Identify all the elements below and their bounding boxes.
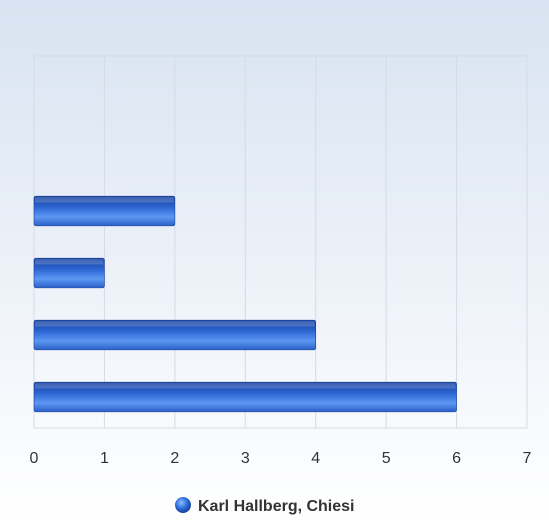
bar [33, 257, 105, 289]
bar [33, 195, 176, 227]
x-tick-label: 2 [170, 450, 179, 467]
legend-label: Karl Hallberg, Chiesi [198, 498, 355, 515]
bar-series [33, 195, 457, 413]
bar-highlight [35, 197, 174, 203]
grid-lines [103, 56, 458, 428]
bar-highlight [35, 383, 456, 389]
x-axis-ticks: 0 1 2 3 4 5 6 7 [30, 450, 532, 467]
legend: Karl Hallberg, Chiesi [175, 497, 355, 515]
x-tick-label: 5 [382, 450, 391, 467]
bar-highlight [35, 321, 315, 327]
plot-frame [33, 55, 528, 429]
x-tick-label: 3 [241, 450, 250, 467]
x-tick-label: 7 [523, 450, 532, 467]
x-tick-label: 1 [100, 450, 109, 467]
x-tick-label: 4 [311, 450, 320, 467]
bar [33, 319, 317, 351]
x-tick-label: 6 [452, 450, 461, 467]
bar-highlight [35, 259, 104, 265]
x-tick-label: 0 [30, 450, 39, 467]
bar [33, 381, 457, 413]
legend-marker-icon [175, 497, 191, 513]
